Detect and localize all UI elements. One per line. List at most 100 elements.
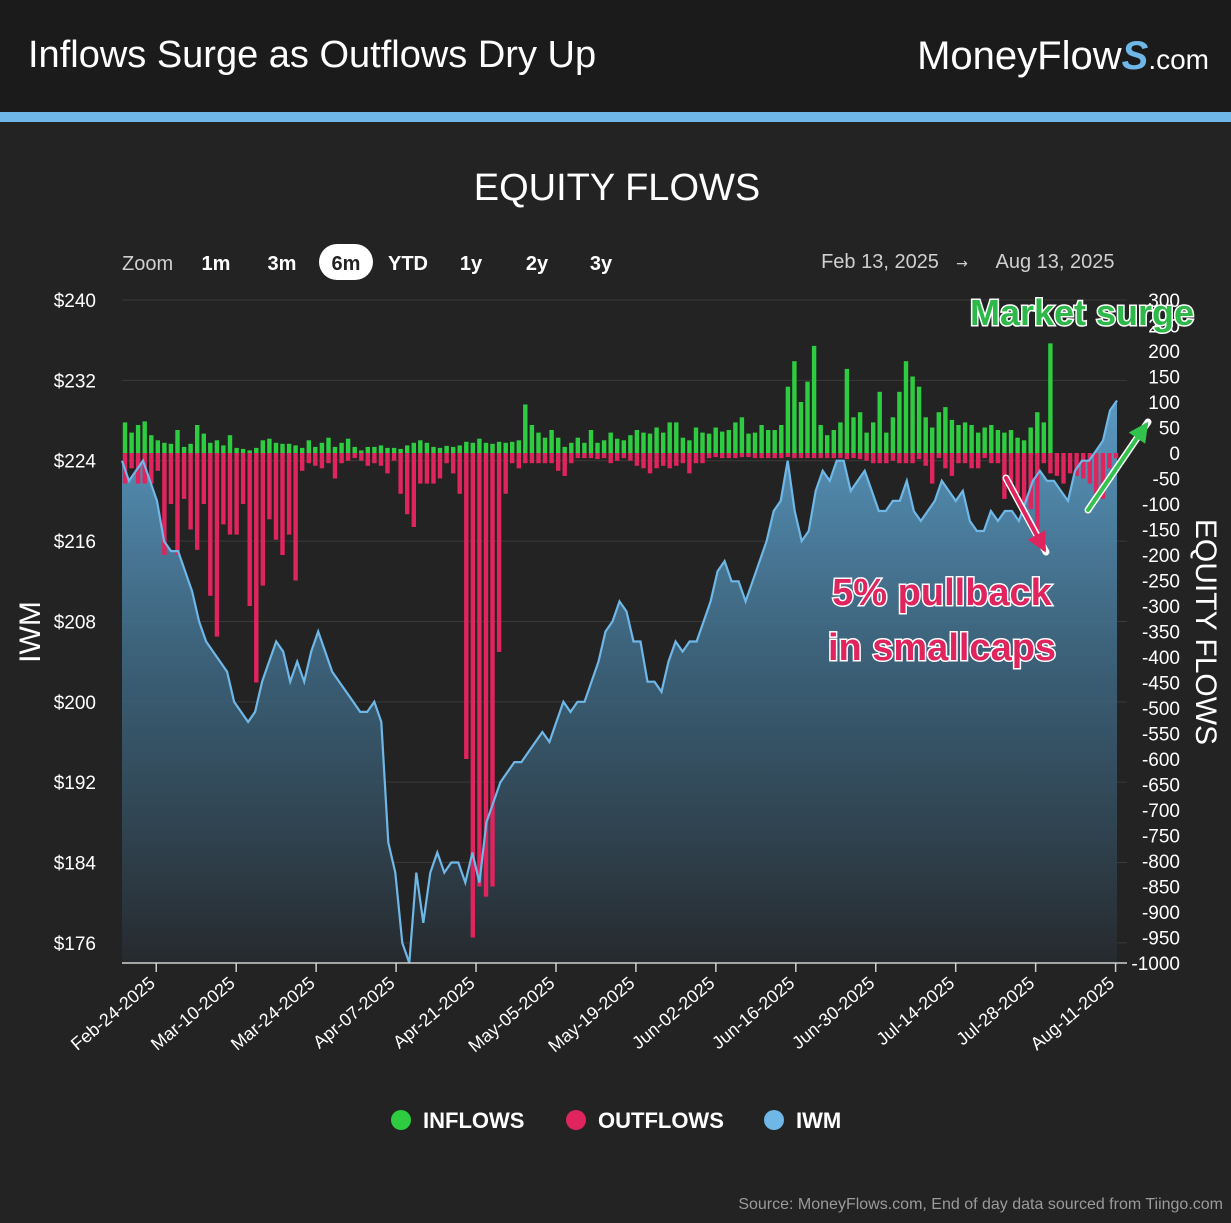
inflow-bar <box>956 425 961 453</box>
inflow-bar <box>654 427 659 453</box>
inflow-bar <box>234 447 239 453</box>
inflow-bar <box>516 440 521 454</box>
x-axis: Feb-24-2025Mar-10-2025Mar-24-2025Apr-07-… <box>67 962 1127 1056</box>
zoom-option-1y[interactable]: 1y <box>460 253 483 275</box>
inflow-bar <box>601 440 607 454</box>
outflow-bar <box>1107 453 1112 469</box>
inflow-bar <box>549 430 554 453</box>
outflow-bar <box>569 453 574 464</box>
inflow-bar <box>857 412 863 453</box>
zoom-label: Zoom <box>122 253 173 275</box>
inflow-bar <box>746 433 751 453</box>
outflow-bar <box>601 453 607 459</box>
inflow-bar <box>687 440 692 454</box>
outflow-bar <box>976 453 981 469</box>
legend-item-iwm[interactable]: IWM <box>764 1108 841 1133</box>
range-arrow-icon: → <box>956 256 968 272</box>
inflow-bar <box>365 446 370 453</box>
outflow-bar <box>634 453 640 466</box>
zoom-option-3y[interactable]: 3y <box>590 253 613 275</box>
outflow-bar <box>221 453 226 525</box>
outflow-bar <box>706 453 712 459</box>
inflow-bar <box>464 441 469 453</box>
outflow-bar <box>188 453 193 530</box>
inflow-bar <box>1035 412 1040 453</box>
outflow-bar <box>884 453 889 464</box>
outflow-bar <box>293 453 298 581</box>
inflow-bar <box>851 417 856 453</box>
zoom-option-6m[interactable]: 6m <box>319 244 373 280</box>
inflow-bar <box>227 435 233 453</box>
outflow-bar <box>687 453 692 474</box>
range-end[interactable]: Aug 13, 2025 <box>996 251 1115 273</box>
inflow-bar <box>300 447 305 453</box>
outflow-bar <box>798 453 804 459</box>
outflow-bar <box>1015 453 1020 494</box>
inflow-bar <box>286 443 292 453</box>
outflow-bar <box>391 453 397 461</box>
right-tick-label: -350 <box>1142 623 1180 644</box>
outflow-bar <box>654 453 659 469</box>
right-tick-label: -500 <box>1142 699 1180 720</box>
inflow-bar <box>720 431 725 453</box>
outflow-bar <box>779 453 784 459</box>
x-tick-label: Mar-24-2025 <box>227 973 319 1055</box>
inflow-bar <box>477 438 482 453</box>
inflow-bar <box>451 446 456 453</box>
inflow-bar <box>582 442 587 453</box>
right-tick-label: -300 <box>1142 597 1180 618</box>
inflow-bar <box>759 425 764 453</box>
inflow-bar <box>838 422 843 453</box>
inflow-bar <box>273 442 279 453</box>
inflow-bar <box>542 437 548 453</box>
inflow-bar <box>556 437 561 453</box>
outflow-bar <box>759 453 764 459</box>
inflow-bar <box>969 425 974 453</box>
outflow-bar <box>1094 453 1099 494</box>
inflow-bar <box>818 425 823 453</box>
outflow-bar <box>510 453 515 464</box>
inflow-bar <box>155 440 160 454</box>
inflow-bar <box>372 446 377 453</box>
legend-item-inflows[interactable]: INFLOWS <box>391 1108 524 1133</box>
inflow-bar <box>923 417 928 453</box>
outflow-bar <box>1100 453 1106 499</box>
inflow-bar <box>871 422 876 453</box>
inflow-bar <box>188 443 193 453</box>
outflow-bar <box>897 453 902 464</box>
outflow-bar <box>700 453 705 464</box>
inflow-bar <box>785 386 791 453</box>
range-start[interactable]: Feb 13, 2025 <box>821 251 939 273</box>
zoom-option-3m[interactable]: 3m <box>268 253 297 275</box>
right-tick-label: -400 <box>1142 648 1180 669</box>
outflow-bar <box>227 453 233 535</box>
zoom-option-2y[interactable]: 2y <box>526 253 549 275</box>
outflow-bar <box>746 453 751 458</box>
inflow-bar <box>267 438 272 453</box>
market-surge-annotation: Market surge <box>970 292 1194 333</box>
legend-item-outflows[interactable]: OUTFLOWS <box>566 1108 724 1133</box>
zoom-option-ytd[interactable]: YTD <box>388 253 428 275</box>
outflow-bar <box>910 453 915 464</box>
x-tick-label: Jun-16-2025 <box>708 973 798 1053</box>
inflow-bar <box>168 443 174 453</box>
outflow-bar <box>398 453 403 494</box>
inflow-bar <box>339 442 344 453</box>
inflow-bar <box>674 422 679 453</box>
outflow-bar <box>372 453 377 464</box>
outflow-bar <box>930 453 935 484</box>
left-tick-label: $176 <box>54 934 96 955</box>
inflow-bar <box>437 447 443 453</box>
outflow-bar <box>811 453 817 459</box>
legend: INFLOWS OUTFLOWS IWM <box>391 1108 841 1133</box>
zoom-option-1m[interactable]: 1m <box>202 253 231 275</box>
inflow-bar <box>149 435 154 453</box>
inflow-bar <box>752 432 758 453</box>
inflow-bar <box>162 442 167 453</box>
outflow-bar <box>542 453 548 464</box>
right-tick-label: -200 <box>1142 546 1180 567</box>
inflow-bar <box>903 361 909 453</box>
inflow-bar <box>706 433 712 453</box>
inflow-bar <box>1028 427 1033 453</box>
inflow-bar <box>667 422 672 453</box>
